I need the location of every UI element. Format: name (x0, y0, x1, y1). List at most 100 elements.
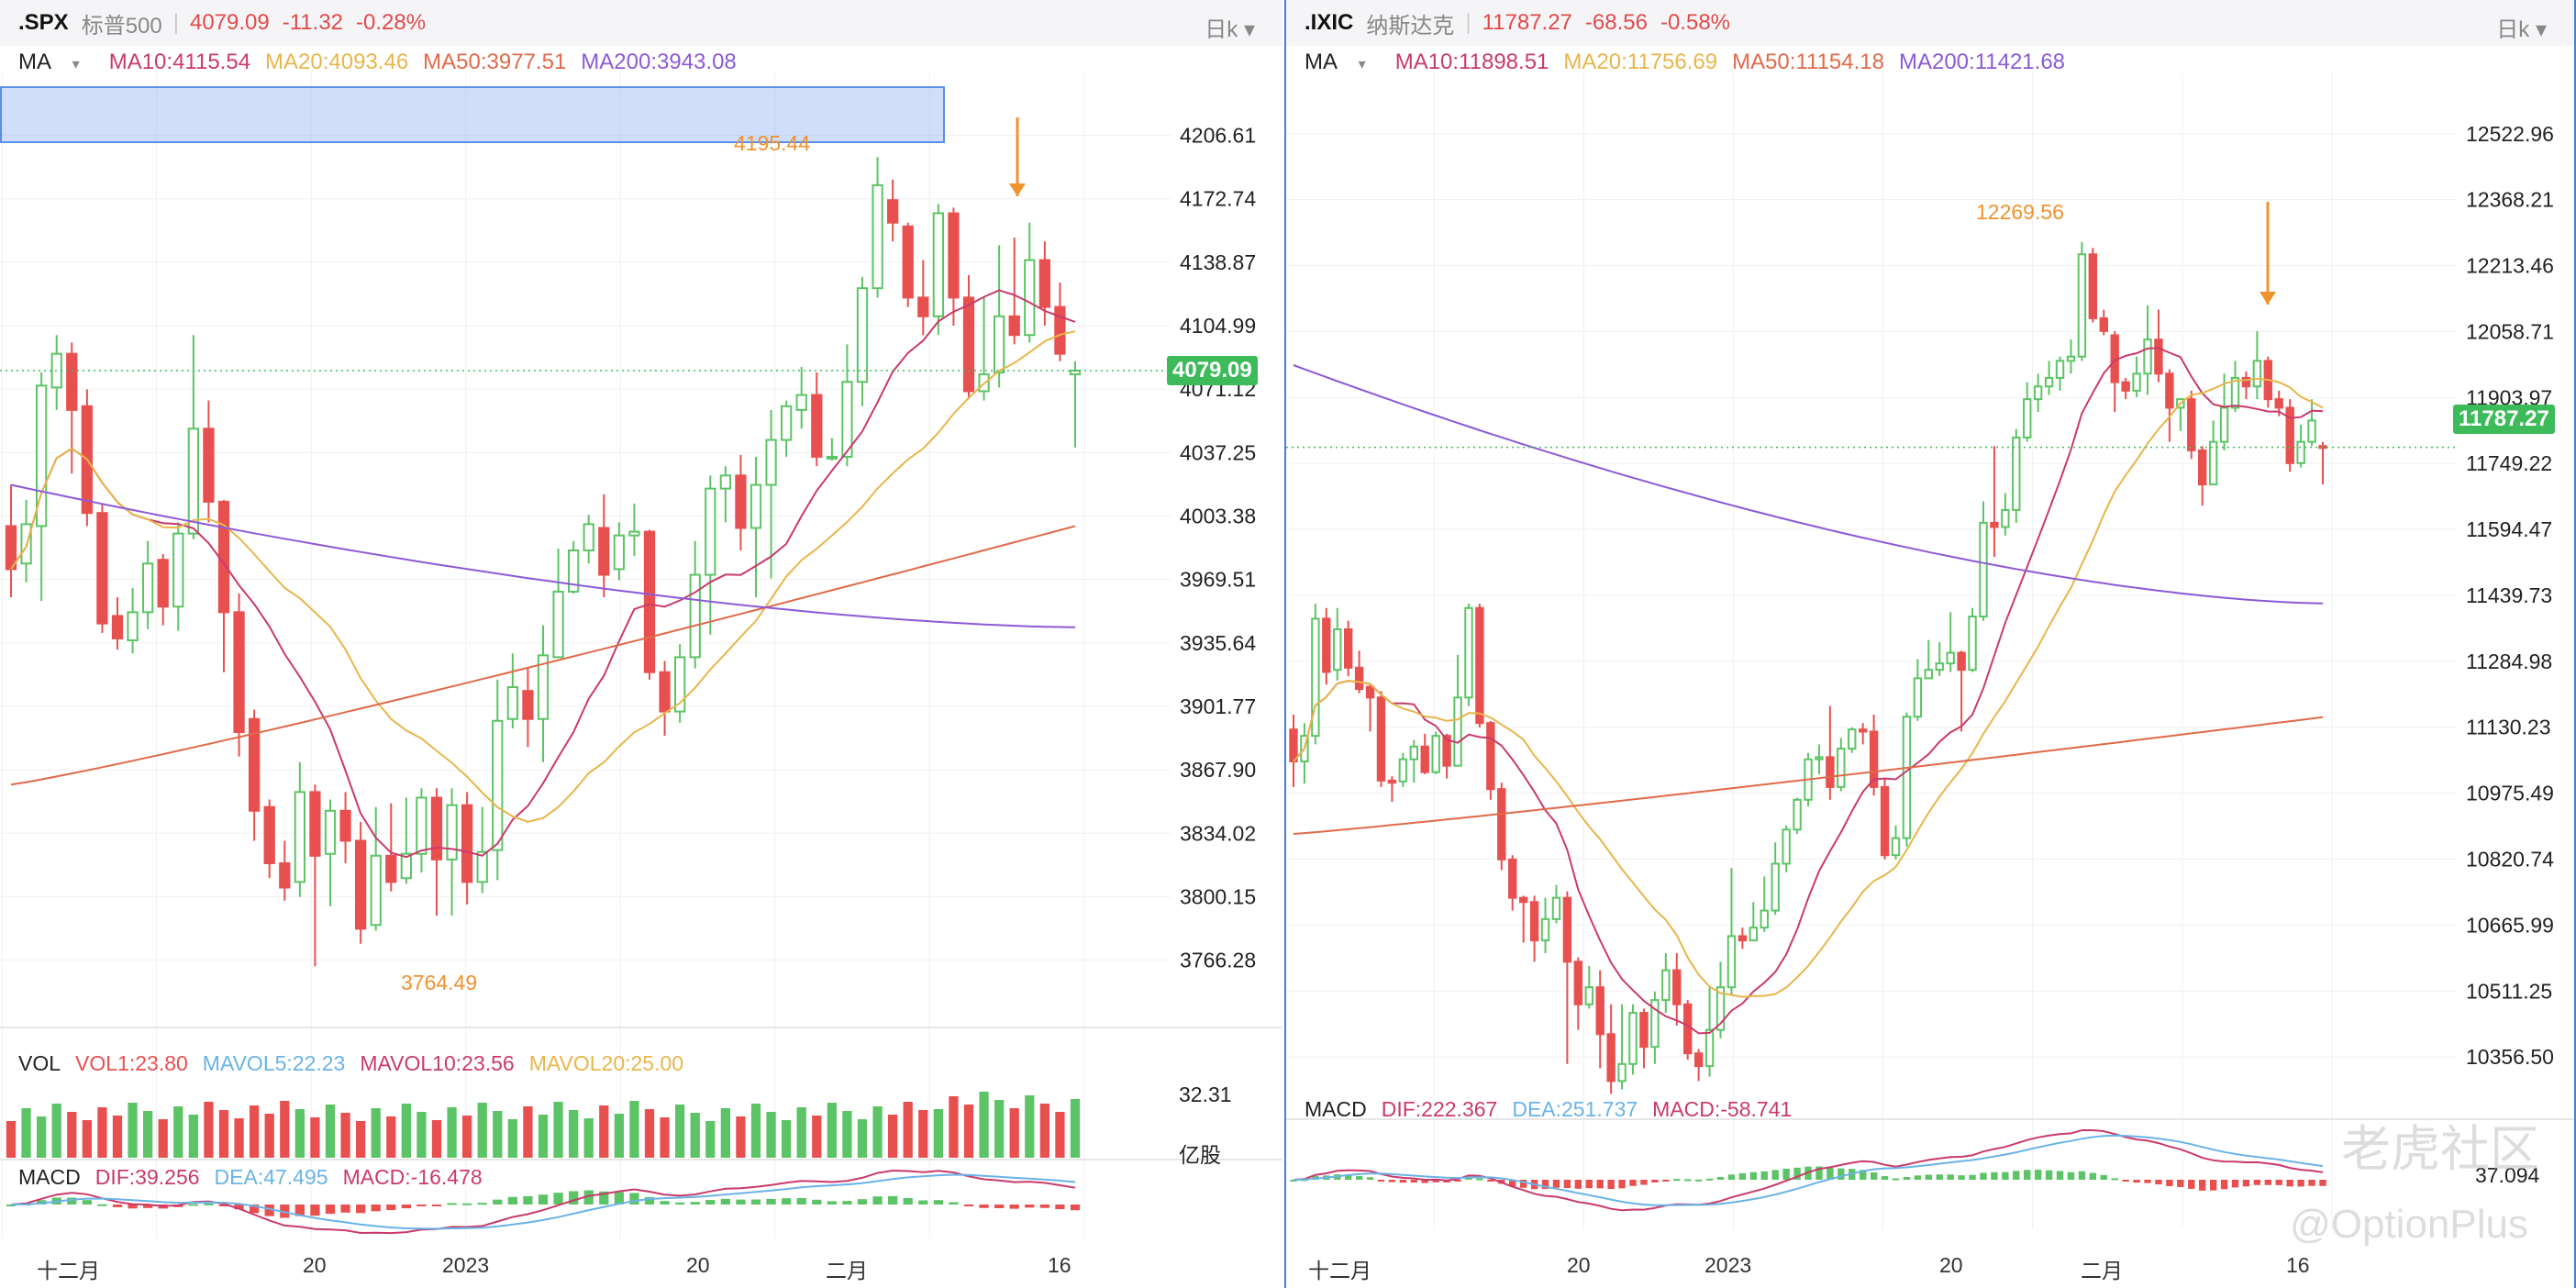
macd-bar (644, 1196, 655, 1205)
candle-body (1913, 677, 1923, 718)
ma10-line (1293, 347, 2324, 1035)
macd-bar (629, 1193, 639, 1205)
macd-bar (720, 1198, 730, 1205)
volume-bar (447, 1107, 457, 1158)
candle-body (1289, 728, 1298, 763)
candle-body (1782, 828, 1791, 865)
volume-bar (918, 1110, 928, 1158)
macd-value: MACD:-58.741 (1652, 1097, 1793, 1121)
spx-period-label: 日k (1205, 17, 1238, 42)
volume-bar (1055, 1112, 1065, 1158)
candle-body (1826, 756, 1835, 788)
y-tick-label: 4172.74 (1180, 187, 1256, 211)
candle-body (1704, 1028, 1715, 1068)
macd-bar (386, 1205, 396, 1211)
volume-bar (431, 1120, 442, 1158)
macd-bar (979, 1205, 989, 1208)
macd-bar (356, 1205, 366, 1214)
volume-bar (188, 1115, 198, 1158)
candle-body (994, 315, 1005, 374)
candle-body (583, 523, 594, 552)
volume-bar (599, 1105, 609, 1158)
ixic-ma-selector[interactable]: MA ▾ (1305, 50, 1381, 75)
candle-body (1497, 788, 1506, 861)
y-tick-label: 12058.71 (2466, 319, 2554, 343)
macd-bar (2045, 1170, 2053, 1180)
vol-label[interactable]: VOL (18, 1051, 61, 1075)
macd-label[interactable]: MACD (1305, 1097, 1367, 1121)
candle-body (66, 352, 78, 411)
macd-bar (1355, 1176, 1363, 1180)
spx-ma-selector[interactable]: MA ▾ (18, 50, 94, 75)
ma-label: MA (1305, 50, 1338, 74)
spx-header: .SPX 标普500 | 4079.09 -11.32 -0.28% (0, 0, 1282, 46)
macd-bar (67, 1197, 77, 1205)
macd-bar (782, 1198, 792, 1205)
macd-bar (1070, 1205, 1081, 1211)
macd-bar (1980, 1172, 1987, 1180)
candle-body (2230, 376, 2240, 409)
macd-bar (401, 1205, 411, 1209)
candle-body (1672, 969, 1682, 1005)
candle-body (1529, 901, 1539, 942)
spx-chart-canvas[interactable]: 4206.614172.744138.874104.994071.124037.… (0, 0, 1282, 1288)
ma10-value: MA10:11898.51 (1394, 50, 1549, 74)
macd-bar (1991, 1171, 1998, 1180)
candle-body (1008, 315, 1020, 337)
candle-body (1518, 896, 1528, 904)
macd-bar (188, 1204, 198, 1206)
macd-bar (97, 1204, 107, 1206)
selection-box (0, 86, 945, 143)
candle-body (643, 530, 656, 673)
volume-bar (112, 1116, 123, 1158)
ixic-symbol[interactable]: .IXIC (1305, 10, 1354, 35)
volume-bar (1009, 1108, 1019, 1158)
ma-label: MA (18, 50, 51, 74)
volume-bar (827, 1103, 837, 1158)
ixic-period-select[interactable]: 日k ▾ (2496, 11, 2547, 43)
spx-period-select[interactable]: 日k ▾ (1205, 11, 1255, 43)
volume-bar (796, 1107, 806, 1158)
candle-body (263, 805, 275, 864)
candle-body (552, 590, 564, 659)
macd-label[interactable]: MACD (18, 1165, 81, 1189)
spx-symbol[interactable]: .SPX (18, 10, 69, 35)
candle-body (1486, 722, 1495, 791)
ma20-value: MA20:11756.69 (1563, 50, 1718, 74)
volume-bar (51, 1104, 61, 1158)
macd-bar (614, 1192, 624, 1205)
macd-bar (660, 1201, 670, 1205)
volume-bar (264, 1114, 274, 1158)
ixic-chart-canvas[interactable]: 12522.9612368.2112213.4612058.7111903.97… (1286, 0, 2576, 1288)
macd-bar (1574, 1180, 1582, 1189)
volume-bar (416, 1112, 427, 1158)
y-tick-label: 11439.73 (2466, 583, 2552, 607)
volume-bar (782, 1120, 792, 1158)
candle-body (2033, 385, 2043, 401)
volume-bar (569, 1110, 579, 1158)
y-tick-label: 4138.87 (1180, 250, 1256, 274)
ixic-price: 11787.27 (1482, 10, 1572, 35)
candle-body (1398, 758, 1408, 783)
candle-body (157, 559, 169, 608)
macd-bar (234, 1205, 244, 1210)
macd-bar (1651, 1180, 1659, 1183)
volume-bar (250, 1105, 260, 1158)
macd-bar (310, 1205, 320, 1216)
candle-body (2066, 355, 2076, 362)
macd-bar (431, 1205, 442, 1206)
candle-body (841, 381, 853, 458)
candle-body (5, 525, 17, 571)
macd-bar (2013, 1171, 2020, 1180)
macd-bar (750, 1199, 761, 1205)
candle-body (537, 654, 550, 720)
candle-body (249, 717, 261, 812)
macd-bar (994, 1205, 1005, 1209)
macd-bar (1039, 1205, 1049, 1208)
spx-panel[interactable]: .SPX 标普500 | 4079.09 -11.32 -0.28% 日k ▾ … (0, 0, 1282, 1288)
ixic-pct: -0.58% (1660, 10, 1731, 35)
y-tick-label: 10356.50 (2466, 1045, 2554, 1069)
y-tick-label: 11594.47 (2466, 517, 2552, 541)
volume-bar (356, 1121, 366, 1158)
ixic-panel[interactable]: .IXIC 纳斯达克 | 11787.27 -68.56 -0.58% 日k ▾… (1284, 0, 2576, 1288)
